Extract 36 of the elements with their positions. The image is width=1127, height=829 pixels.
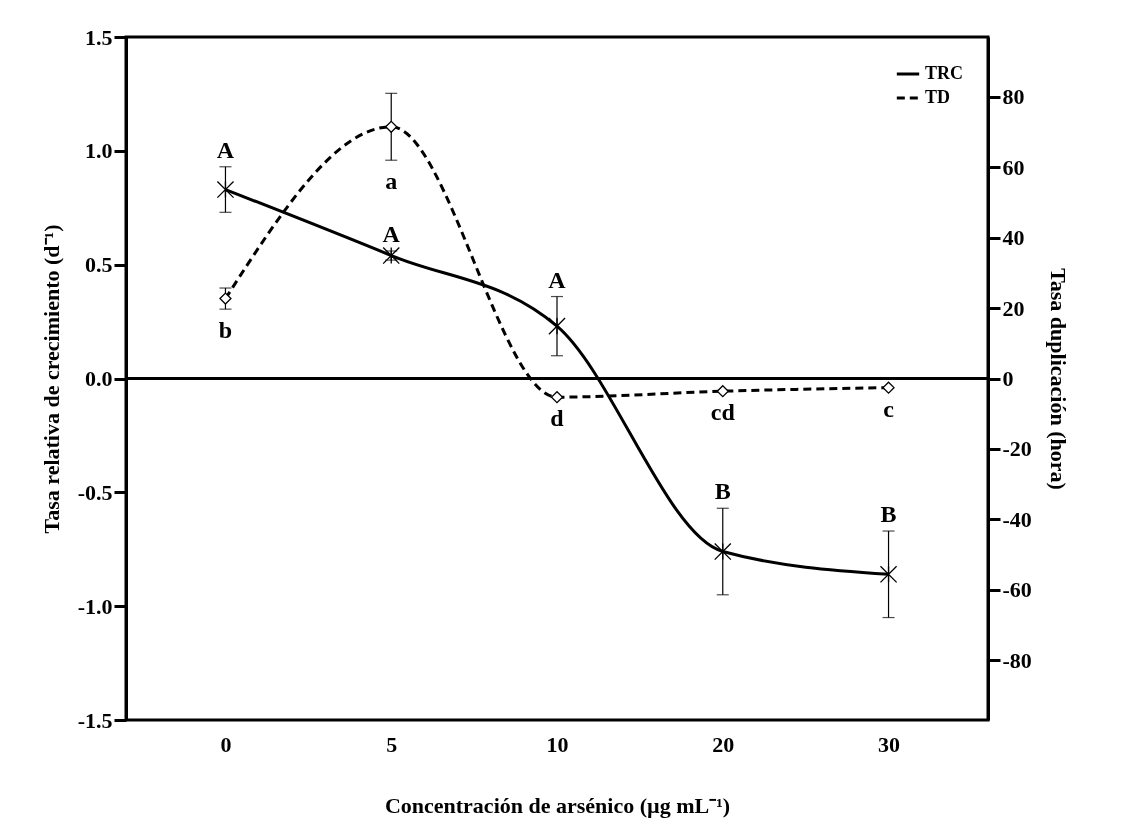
y2-axis-title: Tasa duplicación (hora) xyxy=(1045,268,1071,490)
data-label: a xyxy=(385,168,398,195)
y-tick-label: 1.5 xyxy=(85,24,113,50)
y2-tick-label: -20 xyxy=(1002,436,1032,462)
legend-label: TRC xyxy=(925,63,964,83)
y-tick-label: 0.0 xyxy=(85,366,113,391)
x-tick-label: 30 xyxy=(878,731,901,757)
x-tick-label: 10 xyxy=(546,731,569,757)
y2-tick-label: 0 xyxy=(1002,366,1014,391)
data-label: A xyxy=(548,266,567,293)
y-tick-label: -1.0 xyxy=(77,593,113,619)
data-label: b xyxy=(218,317,233,344)
y-tick-label: -0.5 xyxy=(77,479,113,505)
y-tick-label: -1.5 xyxy=(77,707,113,733)
y2-tick-label: 20 xyxy=(1002,295,1025,321)
y2-tick-label: 60 xyxy=(1002,154,1025,180)
y2-tick-label: 40 xyxy=(1002,225,1025,251)
y2-tick-label: -60 xyxy=(1002,577,1032,603)
y2-tick-label: -80 xyxy=(1002,647,1032,673)
y-tick-label: 1.0 xyxy=(85,138,113,164)
data-label: cd xyxy=(710,399,736,426)
data-label: B xyxy=(880,501,897,528)
y2-tick-label: 80 xyxy=(1002,84,1025,110)
y-axis-title: Tasa relativa de crecimiento (d⁻¹) xyxy=(38,224,64,534)
x-tick-label: 20 xyxy=(712,731,735,757)
x-axis-title: Concentración de arsénico (µg mL⁻¹) xyxy=(384,792,731,818)
y2-tick-label: -40 xyxy=(1002,506,1032,532)
y-tick-label: 0.5 xyxy=(85,252,113,278)
data-label: c xyxy=(883,395,895,422)
data-label: A xyxy=(382,221,401,248)
x-tick-label: 5 xyxy=(386,731,398,757)
data-label: A xyxy=(216,136,235,163)
data-label: d xyxy=(550,405,565,432)
data-label: B xyxy=(714,478,731,505)
legend-label: TD xyxy=(925,87,951,107)
x-tick-label: 0 xyxy=(220,731,232,757)
